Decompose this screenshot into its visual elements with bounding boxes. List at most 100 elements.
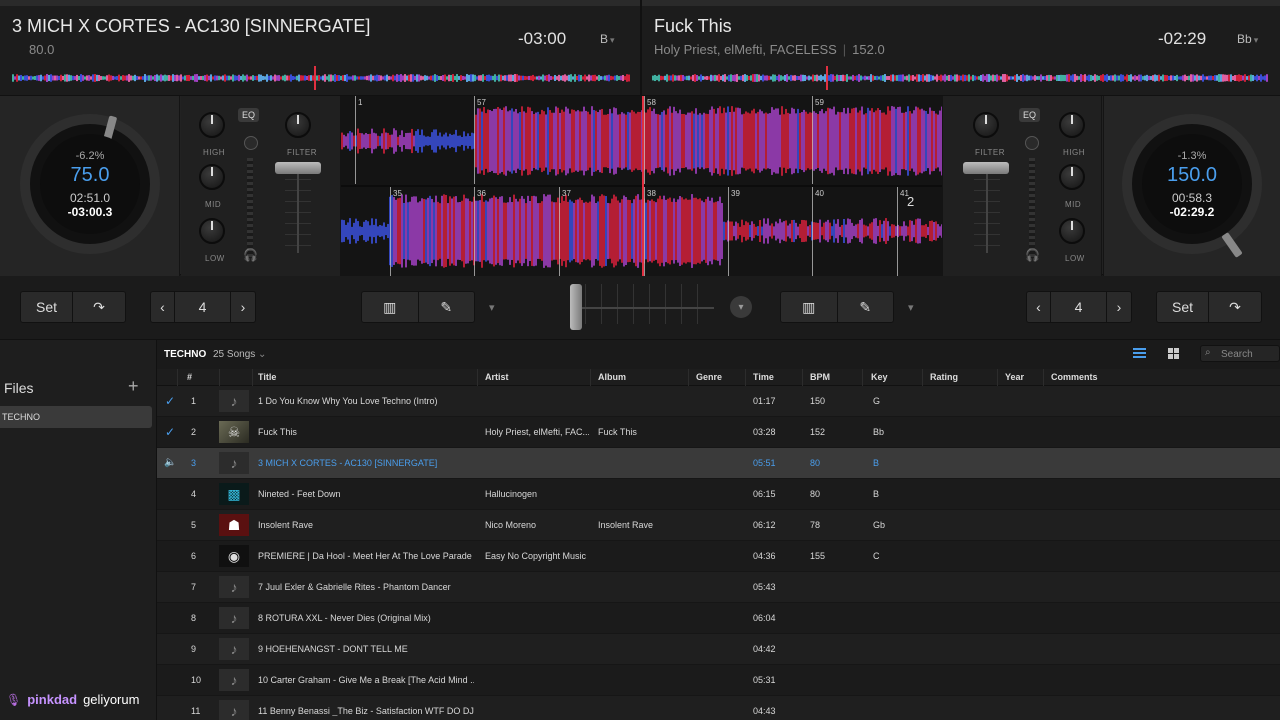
add-crate-button[interactable]: + — [128, 376, 139, 396]
column-header-artist[interactable]: Artist — [485, 372, 509, 382]
deck-b-set-cue-button[interactable]: Set — [1157, 292, 1209, 322]
waveform-bar — [709, 109, 711, 173]
column-header-rating[interactable]: Rating — [930, 372, 958, 382]
table-row[interactable]: 7 ♪ 7 Juul Exler & Gabrielle Rites - Phant… — [157, 572, 1280, 603]
column-header-title[interactable]: Title — [258, 372, 277, 382]
grid-view-icon[interactable] — [1168, 348, 1179, 359]
deck-b-more-chevron-icon[interactable]: ▾ — [908, 302, 914, 314]
table-row[interactable]: 10 ♪ 10 Carter Graham - Give Me a Break [T… — [157, 665, 1280, 696]
column-separator[interactable] — [1043, 369, 1044, 386]
deck-b-filter-knob[interactable] — [973, 112, 999, 138]
song-count-dropdown[interactable]: 25 Songs ⌄ — [213, 349, 266, 360]
waveform-bar — [591, 106, 593, 176]
beat-number-label: 35 — [393, 189, 402, 198]
deck-b-low-knob[interactable] — [1059, 218, 1085, 244]
deck-a-set-cue-button[interactable]: Set — [21, 292, 73, 322]
column-separator[interactable] — [590, 369, 591, 386]
deck-b-gain-knob[interactable] — [1025, 136, 1039, 150]
deck-b-beatjump-forward-button[interactable]: › — [1107, 292, 1131, 322]
column-header-album[interactable]: Album — [598, 372, 626, 382]
deck-b-beatjump-size[interactable]: 4 — [1051, 292, 1107, 322]
deck-a-headphone-icon[interactable]: 🎧 — [243, 248, 258, 262]
deck-b-jog-wheel[interactable]: -1.3% 150.0 00:58.3 -02:29.2 — [1122, 114, 1262, 258]
deck-b-high-knob[interactable] — [1059, 112, 1085, 138]
table-row[interactable]: 6 ◉ PREMIERE | Da Hool - Meet Her At The L… — [157, 541, 1280, 572]
deck-a-key-select[interactable]: B ▾ — [600, 32, 615, 46]
column-separator[interactable] — [745, 369, 746, 386]
deck-a-sampler-button[interactable]: ▥ — [362, 292, 419, 322]
search-input[interactable]: Search — [1200, 345, 1280, 362]
column-header-year[interactable]: Year — [1005, 372, 1025, 382]
overview-waveform-bar — [622, 74, 624, 82]
table-row[interactable]: 8 ♪ 8 ROTURA XXL - Never Dies (Original Mi… — [157, 603, 1280, 634]
column-header-comments[interactable]: Comments — [1051, 372, 1098, 382]
list-view-icon[interactable] — [1133, 348, 1146, 359]
table-row[interactable]: ✓ 1 ♪ 1 Do You Know Why You Love Techno (In… — [157, 386, 1280, 417]
deck-b-fx-button[interactable]: ✎ — [838, 292, 894, 322]
overview-waveform-bar — [40, 74, 42, 82]
column-header-bpm[interactable]: BPM — [810, 372, 830, 382]
waveform-bar — [411, 128, 413, 154]
deck-a-mid-knob[interactable] — [199, 164, 225, 190]
deck-a-filter-label: FILTER — [287, 148, 317, 157]
deck-b-mid-knob[interactable] — [1059, 164, 1085, 190]
column-separator[interactable] — [862, 369, 863, 386]
deck-a-filter-knob[interactable] — [285, 112, 311, 138]
deck-a-eq-toggle[interactable]: EQ — [238, 108, 260, 122]
table-row[interactable]: 11 ♪ 11 Benny Benassi _The Biz - Satisfact… — [157, 696, 1280, 720]
column-header-number[interactable]: # — [187, 372, 193, 382]
table-row[interactable]: 🔈 3 ♪ 3 MICH X CORTES - AC130 [SINNERGATE] 0… — [157, 448, 1280, 479]
column-separator[interactable] — [922, 369, 923, 386]
deck-b-volume-fader[interactable] — [963, 162, 1009, 174]
column-separator[interactable] — [177, 369, 178, 386]
table-row[interactable]: 5 ☗ Insolent Rave Nico Moreno Insolent Rave 0… — [157, 510, 1280, 541]
deck-a-gain-knob[interactable] — [244, 136, 258, 150]
waveform-bar — [385, 226, 387, 236]
deck-a-low-knob[interactable] — [199, 218, 225, 244]
deck-a-high-knob[interactable] — [199, 112, 225, 138]
column-separator[interactable] — [802, 369, 803, 386]
deck-b-sampler-button[interactable]: ▥ — [781, 292, 838, 322]
crossfader-options-button[interactable]: ▾ — [730, 296, 752, 318]
table-row[interactable]: 9 ♪ 9 HOEHENANGST - DONT TELL ME 04:42 — [157, 634, 1280, 665]
deck-a-more-chevron-icon[interactable]: ▾ — [489, 302, 495, 314]
overview-waveform-bar — [298, 74, 300, 82]
overview-waveform-bar — [516, 74, 518, 82]
deck-a-fx-button[interactable]: ✎ — [419, 292, 475, 322]
deck-b-bpm: 152.0 — [852, 42, 885, 57]
column-header-genre[interactable]: Genre — [696, 372, 723, 382]
deck-a-jog-wheel[interactable]: -6.2% 75.0 02:51.0 -03:00.3 — [20, 114, 160, 254]
waveform-display[interactable]: 1 57 58 59 35 36 37 38 39 40 41 2 — [341, 96, 942, 276]
column-header-time[interactable]: Time — [753, 372, 774, 382]
deck-b-overview-waveform[interactable] — [652, 66, 1268, 90]
column-separator[interactable] — [997, 369, 998, 386]
deck-b-loop-button[interactable]: ↷ — [1209, 292, 1261, 322]
deck-a-volume-fader[interactable] — [275, 162, 321, 174]
overview-waveform-bar — [1160, 76, 1162, 80]
crossfader-handle[interactable] — [570, 284, 582, 330]
waveform-bar — [425, 136, 427, 146]
overview-waveform-bar — [806, 76, 808, 80]
table-row[interactable]: ✓ 2 ☠ Fuck This Holy Priest, elMefti, FAC...… — [157, 417, 1280, 448]
deck-a-overview-waveform[interactable] — [12, 66, 630, 90]
deck-b-eq-toggle[interactable]: EQ — [1019, 108, 1041, 122]
deck-a-beatjump-back-button[interactable]: ‹ — [151, 292, 175, 322]
table-row[interactable]: 4 ▩ Nineted - Feet Down Hallucinogen 06:15 80… — [157, 479, 1280, 510]
column-separator[interactable] — [688, 369, 689, 386]
column-separator[interactable] — [477, 369, 478, 386]
waveform-bar — [751, 221, 753, 241]
overview-waveform-bar — [846, 74, 848, 82]
deck-b-key-select[interactable]: Bb ▾ — [1237, 32, 1258, 46]
column-separator[interactable] — [252, 369, 253, 386]
sidebar-item-techno[interactable]: TECHNO — [0, 406, 152, 428]
beat-grid-line — [897, 187, 898, 276]
deck-a-beatjump-forward-button[interactable]: › — [231, 292, 255, 322]
deck-a-loop-button[interactable]: ↷ — [73, 292, 125, 322]
overview-waveform-bar — [876, 75, 878, 81]
column-header-key[interactable]: Key — [871, 372, 888, 382]
deck-b-headphone-icon[interactable]: 🎧 — [1025, 248, 1040, 262]
deck-a-beatjump-size[interactable]: 4 — [175, 292, 231, 322]
column-separator[interactable] — [219, 369, 220, 386]
deck-b-beatjump-back-button[interactable]: ‹ — [1027, 292, 1051, 322]
waveform-bar — [567, 201, 569, 261]
